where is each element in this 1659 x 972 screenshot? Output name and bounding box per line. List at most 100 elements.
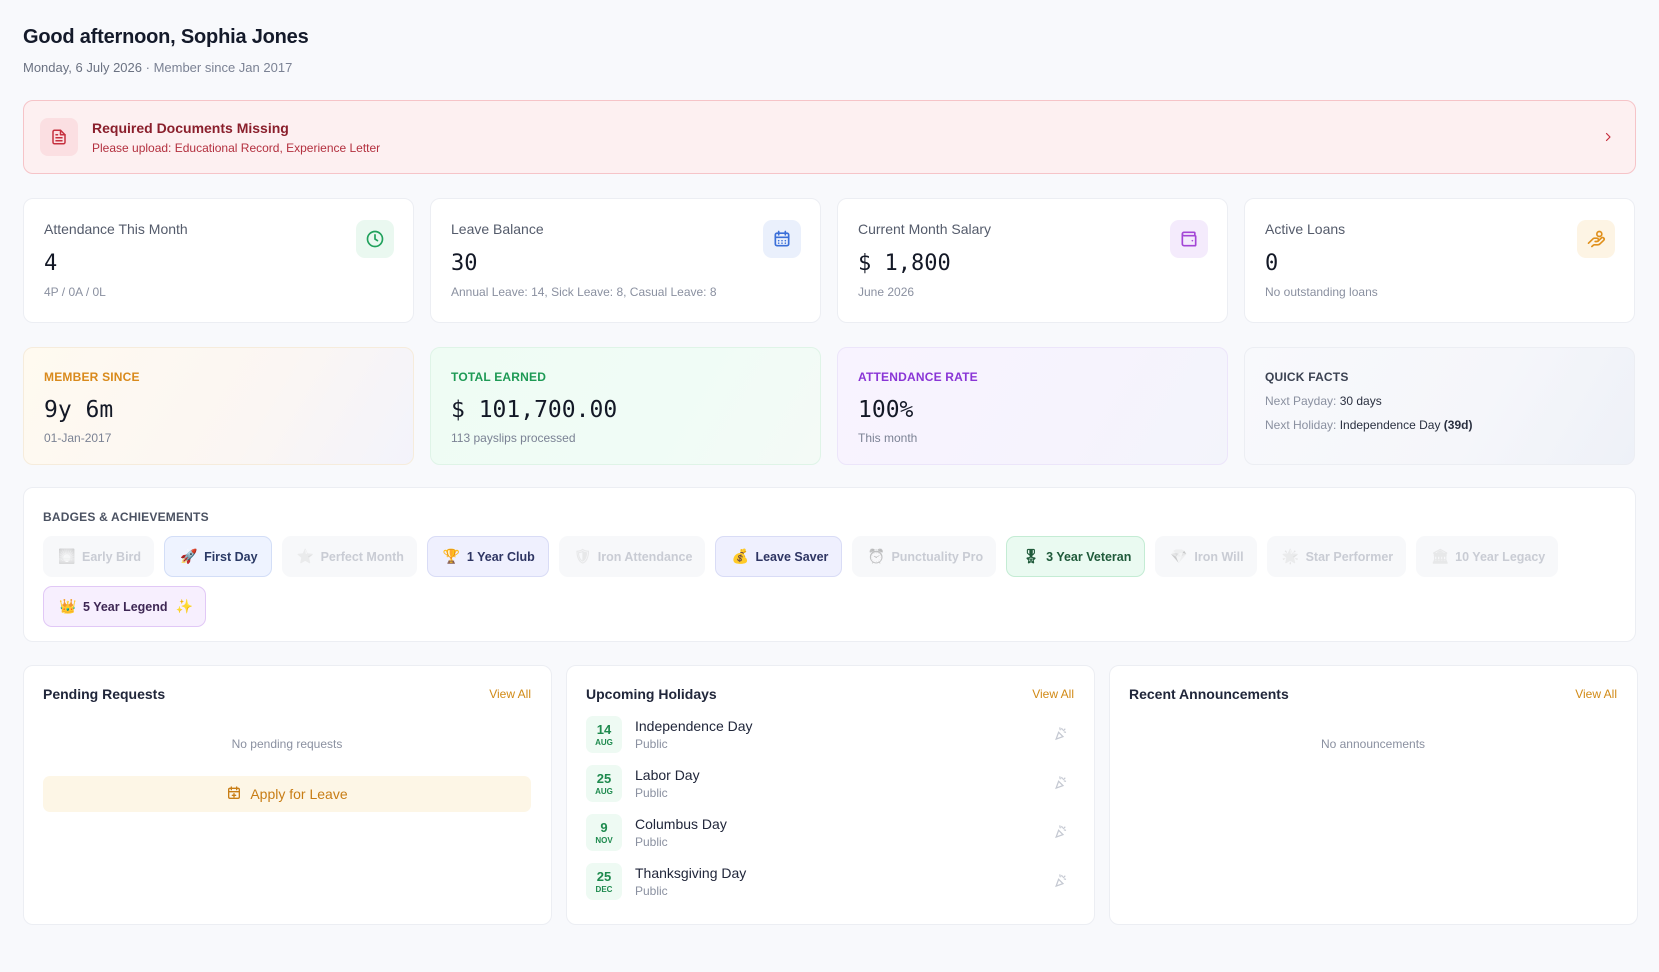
holiday-item: 9 NOV Columbus Day Public	[586, 814, 1074, 851]
stat-value: 0	[1265, 251, 1279, 276]
panel-header: Upcoming Holidays View All	[586, 686, 1074, 702]
highlight-label: QUICK FACTS	[1265, 370, 1349, 384]
badge-star-performer[interactable]: 🌟 Star Performer	[1266, 536, 1407, 577]
view-all-holidays-link[interactable]: View All	[1032, 687, 1074, 701]
stats-row: Attendance This Month 4 4P / 0A / 0L Lea…	[23, 198, 1636, 323]
panel-header: Recent Announcements View All	[1129, 686, 1617, 702]
view-all-announcements-link[interactable]: View All	[1575, 687, 1617, 701]
badge-label: 3 Year Veteran	[1046, 549, 1132, 564]
next-holiday-name: Independence Day	[1339, 418, 1441, 432]
panel-title: Recent Announcements	[1129, 686, 1289, 702]
holiday-type: Public	[635, 835, 668, 849]
sparkle-icon: ✨	[175, 598, 193, 614]
apply-label: Apply for Leave	[250, 786, 348, 802]
badge-leave-saver[interactable]: 💰 Leave Saver	[715, 536, 843, 577]
highlight-value: 9y 6m	[44, 397, 114, 423]
badge-perfect-month[interactable]: ⭐ Perfect Month	[281, 536, 417, 577]
calendar-plus-icon	[226, 785, 242, 804]
holiday-month: AUG	[595, 737, 613, 747]
wallet-icon	[1170, 220, 1208, 258]
trophy-icon: 🏆	[442, 548, 461, 564]
holiday-name: Labor Day	[635, 767, 700, 783]
alert-title: Required Documents Missing	[92, 119, 289, 136]
badge-list: 🌅 Early Bird 🚀 First Day ⭐ Perfect Month 🏆 1 Ye…	[43, 536, 1615, 627]
holiday-day: 25	[596, 868, 612, 884]
holiday-name: Thanksgiving Day	[635, 865, 747, 881]
badge-early-bird[interactable]: 🌅 Early Bird	[43, 536, 155, 577]
holiday-day: 14	[596, 721, 612, 737]
member-since-text: Member since Jan 2017	[153, 60, 293, 75]
badge-label: Star Performer	[1305, 549, 1394, 564]
quick-facts-card: QUICK FACTS Next Payday: 30 days Next Ho…	[1244, 347, 1635, 465]
holiday-info: Independence Day Public	[635, 718, 753, 751]
panel-title: Pending Requests	[43, 686, 166, 702]
badge-label: Punctuality Pro	[891, 549, 984, 564]
holiday-date: 9 NOV	[586, 814, 622, 851]
current-date: Monday, 6 July 2026	[23, 60, 142, 75]
stat-value: $ 1,800	[858, 251, 951, 276]
badge-label: First Day	[204, 549, 258, 564]
holiday-month: DEC	[595, 884, 613, 894]
stat-card-salary[interactable]: Current Month Salary $ 1,800 June 2026	[837, 198, 1228, 323]
next-payday-label: Next Payday:	[1265, 394, 1340, 408]
stat-card-loans[interactable]: Active Loans 0 No outstanding loans	[1244, 198, 1635, 323]
stat-card-leave-balance[interactable]: Leave Balance 30 Annual Leave: 14, Sick …	[430, 198, 821, 323]
shield-icon: 🛡	[573, 548, 592, 564]
holiday-date: 25 AUG	[586, 765, 622, 802]
stat-note: No outstanding loans	[1265, 285, 1378, 299]
holiday-type: Public	[635, 884, 668, 898]
next-holiday-label: Next Holiday:	[1265, 418, 1340, 432]
upcoming-holidays-panel: Upcoming Holidays View All 14 AUG Independ…	[566, 665, 1095, 925]
party-icon	[1053, 726, 1068, 744]
holiday-list: 14 AUG Independence Day Public 25 AUG Labor Da…	[586, 716, 1074, 900]
view-all-pending-link[interactable]: View All	[489, 687, 531, 701]
party-icon	[1053, 824, 1068, 842]
holiday-item: 25 AUG Labor Day Public	[586, 765, 1074, 802]
next-payday: Next Payday: 30 days	[1265, 394, 1614, 408]
attendance-rate-card: ATTENDANCE RATE 100% This month	[837, 347, 1228, 465]
chevron-right-icon[interactable]	[1599, 128, 1617, 146]
missing-documents-alert[interactable]: Required Documents Missing Please upload…	[23, 100, 1636, 174]
highlight-note: 01-Jan-2017	[44, 431, 112, 445]
badge-3-year-veteran[interactable]: 🎖 3 Year Veteran	[1006, 536, 1146, 577]
highlight-label: TOTAL EARNED	[451, 370, 547, 384]
stat-note: Annual Leave: 14, Sick Leave: 8, Casual …	[451, 285, 717, 299]
badge-iron-attendance[interactable]: 🛡 Iron Attendance	[558, 536, 706, 577]
rocket-icon: 🚀	[180, 548, 198, 564]
holiday-day: 9	[600, 819, 608, 835]
calendar-icon	[763, 220, 801, 258]
panel-header: Pending Requests View All	[43, 686, 531, 702]
next-holiday-days: (39d)	[1443, 418, 1473, 432]
badge-label: Leave Saver	[755, 549, 829, 564]
stat-card-attendance[interactable]: Attendance This Month 4 4P / 0A / 0L	[23, 198, 414, 323]
stat-value: 30	[451, 251, 478, 276]
holiday-info: Thanksgiving Day Public	[635, 865, 746, 898]
holiday-type: Public	[635, 786, 668, 800]
alert-text: Required Documents Missing Please upload…	[92, 120, 380, 155]
badge-10-year-legacy[interactable]: 🏛 10 Year Legacy	[1416, 536, 1559, 577]
member-since-card: MEMBER SINCE 9y 6m 01-Jan-2017	[23, 347, 414, 465]
greeting-subtitle: Monday, 6 July 2026 · Member since Jan 2…	[23, 60, 1636, 75]
building-icon: 🏛	[1431, 548, 1449, 564]
holiday-day: 25	[596, 770, 612, 786]
badge-5-year-legend[interactable]: 👑 5 Year Legend ✨	[43, 586, 206, 627]
badges-title: BADGES & ACHIEVEMENTS	[43, 510, 209, 524]
badge-iron-will[interactable]: 💎 Iron Will	[1155, 536, 1257, 577]
badge-punctuality-pro[interactable]: ⏰ Punctuality Pro	[852, 536, 997, 577]
holiday-date: 14 AUG	[586, 716, 622, 753]
money-bag-icon: 💰	[731, 548, 749, 564]
empty-state: No pending requests	[231, 737, 343, 751]
badge-label: 10 Year Legacy	[1455, 549, 1546, 564]
alert-message: Please upload: Educational Record, Exper…	[92, 140, 381, 155]
highlight-value: $ 101,700.00	[451, 397, 618, 423]
badge-1-year-club[interactable]: 🏆 1 Year Club	[426, 536, 549, 577]
holiday-info: Columbus Day Public	[635, 816, 727, 849]
next-holiday: Next Holiday: Independence Day (39d)	[1265, 418, 1614, 432]
greeting-section: Good afternoon, Sophia Jones Monday, 6 J…	[23, 26, 1636, 75]
badge-first-day[interactable]: 🚀 First Day	[164, 536, 272, 577]
next-payday-value: 30 days	[1339, 394, 1382, 408]
sunrise-icon: 🌅	[58, 548, 76, 564]
apply-for-leave-button[interactable]: Apply for Leave	[43, 776, 531, 812]
badges-section: BADGES & ACHIEVEMENTS 🌅 Early Bird 🚀 First …	[23, 487, 1636, 642]
greeting-title: Good afternoon, Sophia Jones	[23, 26, 309, 48]
